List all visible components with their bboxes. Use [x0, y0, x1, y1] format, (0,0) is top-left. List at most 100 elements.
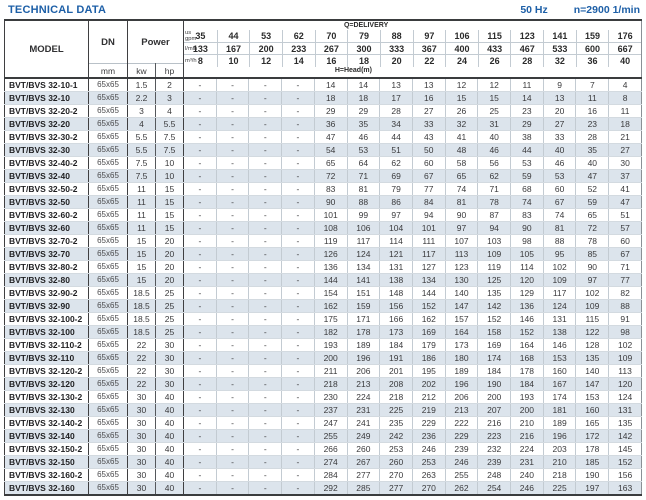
delivery-us-gpm-value: 106 — [445, 30, 478, 42]
head-value-cell: 196 — [444, 377, 478, 391]
head-value-cell: 27 — [411, 104, 446, 118]
head-value-cell: 225 — [379, 403, 413, 417]
head-value-cell: 40 — [542, 143, 576, 157]
col-header-dn: DN — [88, 21, 128, 64]
head-value-cell: 159 — [346, 299, 380, 313]
head-value-cell: 277 — [379, 481, 413, 496]
head-value-cell: - — [215, 468, 249, 482]
head-value-cell: 103 — [477, 234, 511, 248]
head-value-cell: 138 — [379, 273, 413, 287]
head-value-cell: 48 — [444, 143, 478, 157]
table-row: BVT/BVS 32-70-2 65x65 15 20- - - -119 117 114 111… — [4, 234, 642, 248]
table-row: BVT/BVS 32-10-1 65x65 1.5 2- - - -14 14 13 13 12 12… — [4, 78, 642, 92]
head-value-cell: - — [281, 78, 315, 92]
head-value-cell: 7 — [575, 78, 609, 92]
table-row: BVT/BVS 32-160 65x65 30 40- - - -292 285 277 270 2… — [4, 481, 642, 496]
head-value-cell: 128 — [575, 338, 609, 352]
hp-cell: 40 — [155, 429, 185, 443]
delivery-m3-h-value: 14 — [281, 55, 315, 67]
table-row: BVT/BVS 32-20-2 65x65 3 4- - - -29 29 28 27 26 25 23… — [4, 104, 642, 118]
table-row: BVT/BVS 32-50-2 65x65 11 15- - - -83 81 79 77 74 71… — [4, 182, 642, 196]
table-row: BVT/BVS 32-160-2 65x65 30 40- - - -284 277 270 26… — [4, 468, 642, 482]
kw-cell: 5.5 — [127, 143, 156, 157]
dn-cell: 65x65 — [88, 312, 128, 326]
head-value-cell: 231 — [510, 455, 544, 469]
head-value-cell: 12 — [477, 78, 511, 92]
head-value-cell: 74 — [444, 182, 478, 196]
head-value-cell: 47 — [608, 195, 642, 209]
head-value-cell: 124 — [542, 299, 576, 313]
head-value-cell: 218 — [379, 390, 413, 404]
model-cell: BVT/BVS 32-80 — [4, 273, 89, 287]
delivery-us-gpm-value: 62 — [281, 30, 315, 42]
table-row: BVT/BVS 32-100-2 65x65 18.5 25- - - -175 171 166… — [4, 312, 642, 326]
head-value-cell: 105 — [510, 247, 544, 261]
hp-cell: 25 — [155, 286, 185, 300]
head-value-cell: 156 — [379, 299, 413, 313]
table-row: BVT/BVS 32-110-2 65x65 22 30- - - -193 189 184 17… — [4, 338, 642, 352]
kw-cell: 18.5 — [127, 299, 156, 313]
head-value-cell: 267 — [346, 455, 380, 469]
kw-cell: 15 — [127, 273, 156, 287]
head-value-cell: - — [281, 481, 315, 496]
delivery-l-min-value: 367 — [412, 43, 446, 54]
head-value-cell: 260 — [379, 455, 413, 469]
head-value-cell: 178 — [575, 442, 609, 456]
head-value-cell: 71 — [608, 260, 642, 274]
head-value-cell: - — [281, 104, 315, 118]
head-value-cell: 147 — [575, 377, 609, 391]
delivery-us-gpm-value: 70 — [314, 30, 348, 42]
dn-cell: 65x65 — [88, 221, 128, 235]
head-value-cell: - — [281, 169, 315, 183]
kw-cell: 22 — [127, 364, 156, 378]
hp-cell: 40 — [155, 468, 185, 482]
delivery-m3-h-value: 36 — [575, 55, 609, 67]
kw-cell: 2.2 — [127, 91, 156, 105]
head-value-cell: - — [248, 273, 282, 287]
dn-cell: 65x65 — [88, 117, 128, 131]
header-row-m3-h: m³/h 8 10 12 14 16 18 20 22 24 26 28 32 36 40 — [184, 55, 641, 67]
head-value-cell: 78 — [575, 234, 609, 248]
head-value-cell: 235 — [379, 416, 413, 430]
head-value-cell: 29 — [346, 104, 380, 118]
head-value-cell: - — [215, 91, 249, 105]
head-value-cell: 54 — [313, 143, 348, 157]
head-value-cell: 181 — [542, 403, 576, 417]
hp-cell: 25 — [155, 299, 185, 313]
delivery-l-min-value: 600 — [575, 43, 609, 54]
dn-cell: 65x65 — [88, 377, 128, 391]
delivery-m3-h-value: 40 — [608, 55, 641, 67]
head-value-cell: 131 — [379, 260, 413, 274]
head-value-cell: - — [248, 104, 282, 118]
head-value-cell: - — [183, 156, 217, 170]
head-value-cell: 189 — [542, 416, 576, 430]
dn-cell: 65x65 — [88, 78, 128, 92]
head-value-cell: 12 — [444, 78, 478, 92]
head-value-cell: - — [183, 273, 217, 287]
head-value-cell: - — [183, 260, 217, 274]
head-value-cell: 125 — [477, 273, 511, 287]
head-value-cell: 28 — [575, 130, 609, 144]
head-value-cell: 119 — [477, 260, 511, 274]
head-value-cell: - — [215, 247, 249, 261]
head-value-cell: - — [248, 286, 282, 300]
head-value-cell: - — [281, 208, 315, 222]
kw-cell: 30 — [127, 403, 156, 417]
head-value-cell: 65 — [313, 156, 348, 170]
kw-cell: 11 — [127, 208, 156, 222]
head-value-cell: 254 — [477, 481, 511, 496]
table-row: BVT/BVS 32-40-2 65x65 7.5 10- - - -65 64 62 60 58 5… — [4, 156, 642, 170]
head-value-cell: 173 — [444, 338, 478, 352]
table-row: BVT/BVS 32-120 65x65 22 30- - - -218 213 208 202 1… — [4, 377, 642, 391]
model-cell: BVT/BVS 32-20-2 — [4, 104, 89, 118]
head-value-cell: 114 — [379, 234, 413, 248]
model-cell: BVT/BVS 32-80-2 — [4, 260, 89, 274]
head-value-cell: 9 — [542, 78, 576, 92]
hp-cell: 20 — [155, 234, 185, 248]
head-value-cell: 255 — [444, 468, 478, 482]
head-value-cell: 130 — [444, 273, 478, 287]
head-value-cell: 83 — [313, 182, 348, 196]
dn-cell: 65x65 — [88, 208, 128, 222]
head-value-cell: 67 — [608, 247, 642, 261]
head-value-cell: 14 — [510, 91, 544, 105]
